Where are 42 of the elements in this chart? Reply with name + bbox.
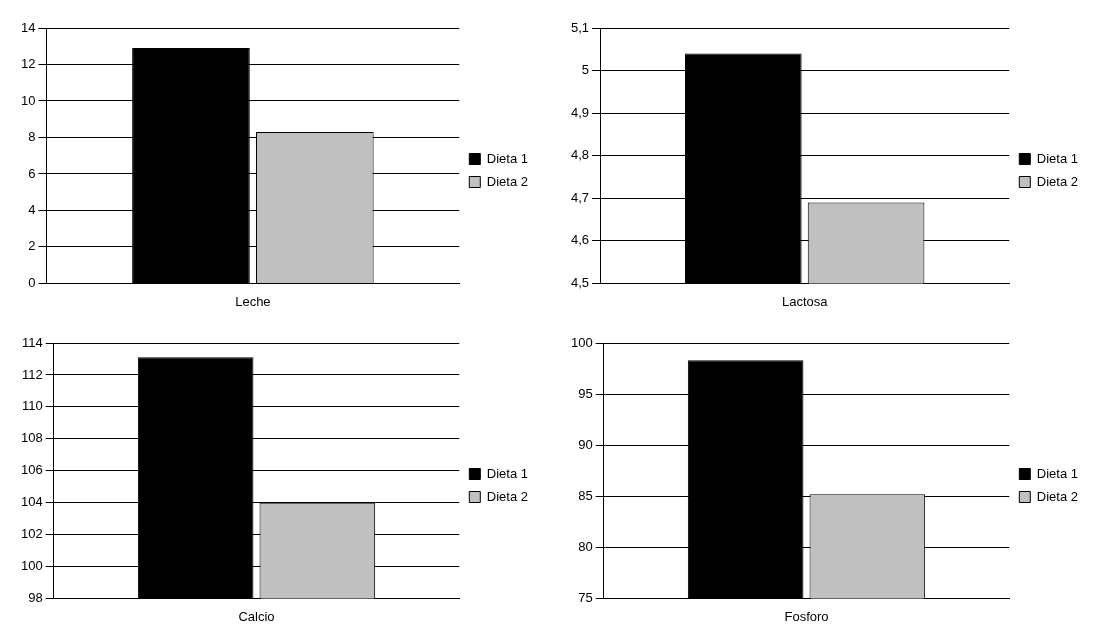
y-tick-label: 104 xyxy=(20,494,43,510)
y-tick-label: 75 xyxy=(578,589,593,605)
y-tick-label: 4,5 xyxy=(570,274,590,290)
y-tick-label: 0 xyxy=(28,274,36,290)
y-tick-label: 4,9 xyxy=(570,104,590,120)
y-tick-label: 8 xyxy=(28,129,36,145)
y-tick-label: 100 xyxy=(570,334,593,350)
x-tick-label: Fosforo xyxy=(784,608,829,624)
legend-label: Dieta 1 xyxy=(486,465,529,481)
x-tick-label: Calcio xyxy=(238,608,275,624)
y-tick-label: 85 xyxy=(578,487,593,503)
y-tick-label: 12 xyxy=(20,56,36,72)
y-tick-label: 108 xyxy=(20,430,43,446)
y-tick-label: 4,6 xyxy=(570,232,590,248)
y-tick-label: 106 xyxy=(20,462,43,478)
x-tick-label: Lactosa xyxy=(781,293,829,309)
y-tick-label: 4,7 xyxy=(570,189,590,205)
y-tick-label: 110 xyxy=(21,398,43,414)
y-tick-label: 4,8 xyxy=(570,147,590,163)
y-tick-label: 114 xyxy=(21,334,43,350)
y-tick-label: 112 xyxy=(21,366,43,382)
legend-label: Dieta 1 xyxy=(1036,150,1079,166)
y-tick-label: 98 xyxy=(28,589,43,605)
legend-label: Dieta 2 xyxy=(1036,488,1079,504)
y-tick-label: 14 xyxy=(20,19,36,35)
y-tick-label: 95 xyxy=(578,385,593,401)
y-tick-label: 4 xyxy=(28,202,36,218)
y-tick-label: 80 xyxy=(578,538,593,554)
legend-label: Dieta 2 xyxy=(1036,173,1079,189)
legend-label: Dieta 2 xyxy=(486,173,529,189)
y-tick-label: 2 xyxy=(28,238,36,254)
y-tick-label: 5 xyxy=(581,62,590,78)
y-tick-label: 90 xyxy=(578,436,593,452)
y-tick-label: 6 xyxy=(28,165,36,181)
y-tick-label: 102 xyxy=(20,526,43,542)
x-tick-label: Leche xyxy=(235,293,271,309)
y-tick-label: 100 xyxy=(20,558,43,574)
y-tick-label: 5,1 xyxy=(570,19,590,35)
legend-label: Dieta 1 xyxy=(486,150,529,166)
legend-label: Dieta 2 xyxy=(486,488,529,504)
y-tick-label: 10 xyxy=(20,92,36,108)
legend-label: Dieta 1 xyxy=(1036,465,1079,481)
